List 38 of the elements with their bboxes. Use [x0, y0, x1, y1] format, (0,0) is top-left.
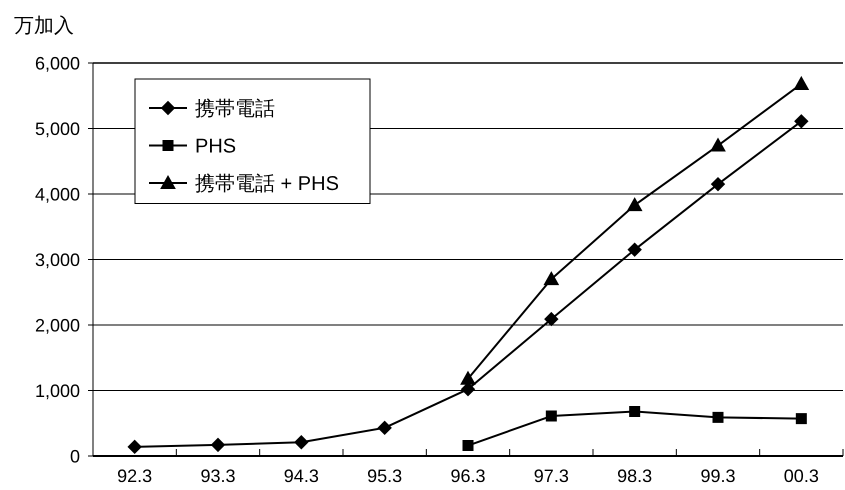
point: [460, 371, 476, 385]
x-tick-label: 96.3: [450, 466, 486, 486]
point: [711, 177, 725, 192]
y-tick-label: 4,000: [34, 184, 80, 204]
x-tick-label: 93.3: [200, 466, 236, 486]
x-tick-label: 00.3: [784, 466, 819, 486]
x-tick-label: 97.3: [534, 466, 569, 486]
point: [546, 410, 557, 422]
x-tick-label: 92.3: [117, 466, 152, 486]
point: [629, 406, 640, 417]
y-axis-title: 万加入: [14, 15, 74, 37]
y-tick-label: 5,000: [34, 118, 80, 139]
point: [294, 435, 308, 450]
point: [128, 440, 142, 454]
legend-label: 携帯電話 + PHS: [195, 173, 339, 195]
y-tick-label: 0: [70, 446, 80, 466]
x-tick-label: 98.3: [617, 466, 652, 486]
legend-label: 携帯電話: [195, 98, 275, 120]
point: [794, 76, 809, 90]
y-tick-label: 3,000: [34, 250, 80, 270]
y-tick-label: 1,000: [34, 380, 80, 401]
point: [378, 420, 392, 435]
point: [794, 114, 808, 128]
point: [544, 312, 558, 326]
point: [710, 138, 726, 152]
point: [544, 272, 559, 286]
x-tick-label: 99.3: [700, 466, 736, 486]
x-tick-label: 95.3: [367, 466, 402, 486]
point: [712, 412, 724, 423]
point: [628, 242, 642, 257]
y-tick-label: 2,000: [34, 315, 80, 336]
point: [627, 198, 642, 212]
point: [211, 438, 225, 452]
point: [462, 440, 474, 452]
x-tick-label: 94.3: [284, 466, 319, 486]
y-tick-label: 6,000: [34, 53, 80, 74]
point: [796, 413, 807, 424]
legend-label: PHS: [195, 136, 236, 158]
